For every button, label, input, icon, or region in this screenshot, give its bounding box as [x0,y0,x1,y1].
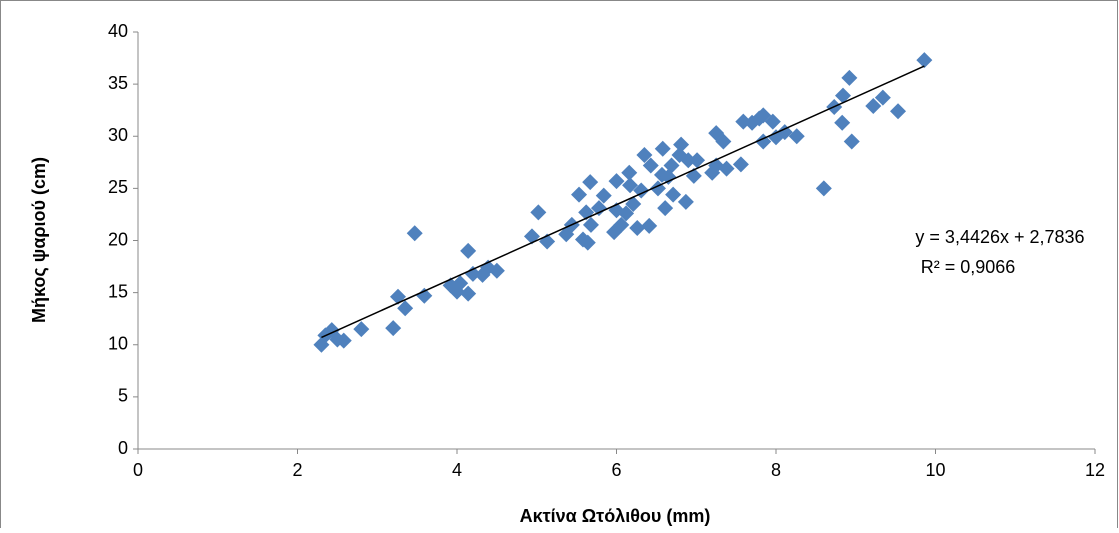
point [843,133,860,150]
point [629,219,646,236]
point [416,287,433,304]
point [488,262,505,279]
x-tick-label: 0 [133,460,143,480]
point [677,193,694,210]
trendline [321,65,925,339]
y-tick-label: 25 [108,177,128,197]
y-tick-label: 10 [108,334,128,354]
point [663,157,680,174]
point [776,124,793,141]
point [641,217,658,234]
y-tick-label: 5 [118,386,128,406]
point [841,69,858,86]
point [582,174,599,191]
y-axis-label: Μήκος ψαριού (cm) [29,157,49,323]
point [625,196,642,213]
point [657,200,674,217]
point [353,321,370,338]
point [613,216,630,233]
point [715,133,732,150]
point [460,285,477,302]
point [452,275,469,292]
point [689,152,706,169]
point [834,114,851,131]
point [406,225,423,242]
x-tick-label: 2 [292,460,302,480]
point [397,300,414,317]
point [732,156,749,173]
y-tick-label: 30 [108,125,128,145]
point [636,147,653,164]
point [718,160,735,177]
point [673,136,690,153]
x-tick-label: 8 [771,460,781,480]
x-tick-label: 12 [1085,460,1105,480]
point [621,164,638,181]
point [582,216,599,233]
x-axis-label: Ακτίνα Ωτόλιθου (mm) [520,506,711,526]
point [654,140,671,157]
point [788,128,805,145]
point [642,157,659,174]
point [665,186,682,203]
trendline-equation: y = 3,4426x + 2,7836 [915,227,1084,247]
y-tick-label: 40 [108,21,128,41]
point [680,152,697,169]
point [571,186,588,203]
point [890,103,907,120]
point [916,52,933,69]
point [764,113,781,130]
point [633,182,650,199]
point [579,234,596,251]
point [622,177,639,194]
point [460,242,477,259]
x-tick-label: 10 [925,460,945,480]
point [595,187,612,204]
point [660,168,677,185]
point [815,180,832,197]
r-squared: R² = 0,9066 [921,257,1016,277]
point [385,320,402,337]
point [834,87,851,104]
y-tick-label: 20 [108,229,128,249]
y-tick-label: 15 [108,281,128,301]
point [865,98,882,115]
point [874,89,891,106]
point [530,204,547,221]
point [335,332,352,349]
y-tick-label: 0 [118,438,128,458]
point [590,200,607,217]
point [618,205,635,222]
x-tick-label: 4 [452,460,462,480]
x-tick-label: 6 [611,460,621,480]
point [608,173,625,190]
y-tick-label: 35 [108,73,128,93]
point [464,265,481,282]
